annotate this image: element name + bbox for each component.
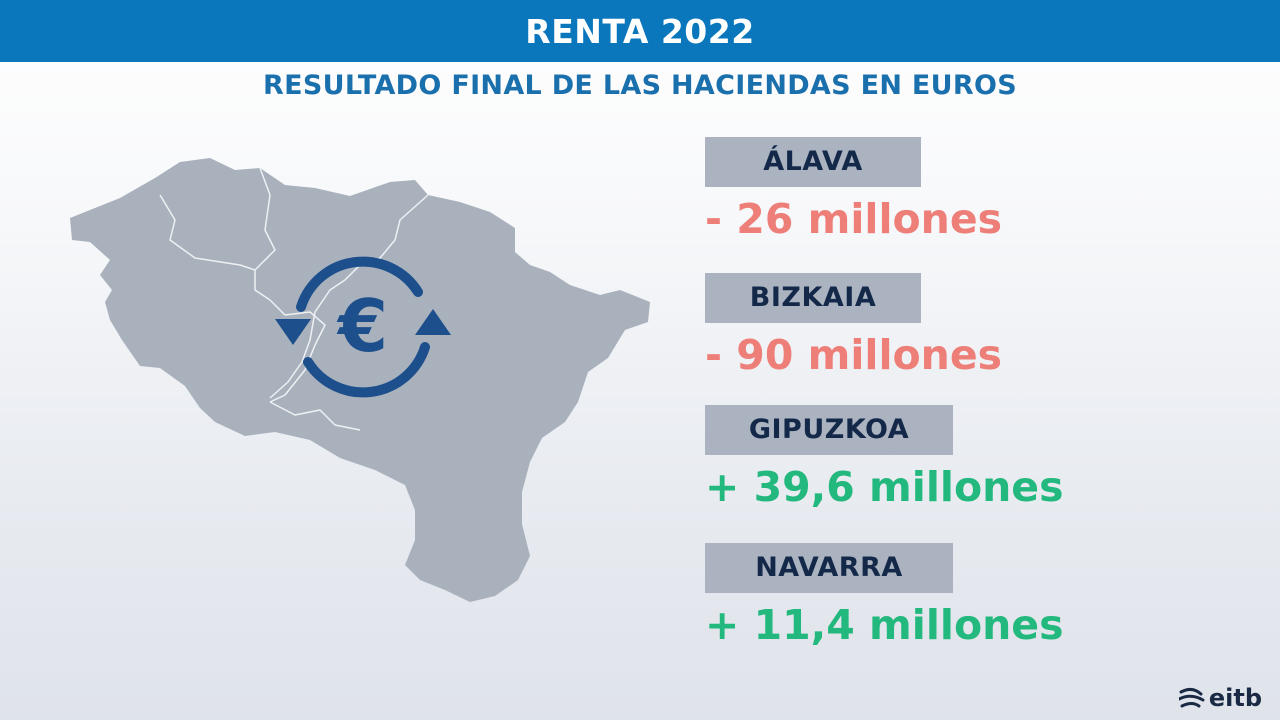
region-label: NAVARRA (705, 543, 953, 593)
header-bar: RENTA 2022 (0, 0, 1280, 62)
border-alava-south (269, 401, 361, 431)
region-gipuzkoa: GIPUZKOA + 39,6 millones (705, 405, 1064, 511)
basque-country-map: € (70, 158, 650, 602)
border-bizkaia-gipuzkoa (254, 167, 276, 301)
region-navarra: NAVARRA + 11,4 millones (705, 543, 1064, 649)
border-gipuzkoa-navarra (269, 194, 429, 399)
region-label: BIZKAIA (705, 273, 921, 323)
eitb-logo-icon (1178, 687, 1205, 708)
arc-top-icon (296, 256, 423, 312)
arc-bottom-icon (303, 342, 430, 398)
region-bizkaia: BIZKAIA - 90 millones (705, 273, 1002, 379)
logo-text: eitb (1208, 684, 1262, 712)
subtitle: RESULTADO FINAL DE LAS HACIENDAS EN EURO… (263, 70, 1017, 101)
eitb-logo: eitb (1178, 684, 1262, 712)
arrow-down-icon (275, 319, 311, 345)
region-value: + 39,6 millones (705, 463, 1064, 511)
region-value: - 90 millones (705, 331, 1003, 379)
region-label: GIPUZKOA (705, 405, 953, 455)
euro-symbol: € (336, 284, 388, 368)
region-value: - 26 millones (705, 195, 1003, 243)
arrow-up-icon (415, 309, 451, 335)
region-label: ÁLAVA (705, 137, 921, 187)
region-alava: ÁLAVA - 26 millones (705, 137, 1002, 243)
page-title: RENTA 2022 (525, 11, 755, 51)
euro-exchange-icon: € (275, 256, 451, 398)
border-alava-north (159, 194, 256, 271)
map-region-shape (70, 158, 650, 602)
border-alava-navarra (269, 299, 326, 403)
region-value: + 11,4 millones (705, 601, 1064, 649)
